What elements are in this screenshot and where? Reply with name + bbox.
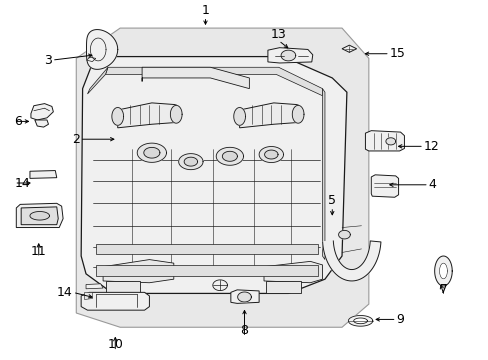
Text: 7: 7 xyxy=(440,283,447,296)
Polygon shape xyxy=(96,265,317,276)
Polygon shape xyxy=(237,292,251,302)
Polygon shape xyxy=(143,147,160,158)
Polygon shape xyxy=(16,203,63,228)
Polygon shape xyxy=(338,230,349,239)
Text: 11: 11 xyxy=(31,245,46,258)
Polygon shape xyxy=(322,89,325,260)
Text: 4: 4 xyxy=(428,178,436,191)
Polygon shape xyxy=(31,104,53,120)
Polygon shape xyxy=(266,281,300,293)
Polygon shape xyxy=(267,48,312,63)
Polygon shape xyxy=(365,131,404,151)
Polygon shape xyxy=(103,260,173,283)
Polygon shape xyxy=(86,57,96,62)
Polygon shape xyxy=(86,284,103,289)
Polygon shape xyxy=(87,67,108,94)
Polygon shape xyxy=(322,241,380,281)
Polygon shape xyxy=(35,120,48,127)
Polygon shape xyxy=(83,292,92,299)
Text: 9: 9 xyxy=(396,313,404,326)
Polygon shape xyxy=(353,318,366,324)
Polygon shape xyxy=(216,147,243,165)
Text: 12: 12 xyxy=(423,140,439,153)
Text: 1: 1 xyxy=(201,4,209,17)
Polygon shape xyxy=(347,315,372,326)
Polygon shape xyxy=(281,50,295,61)
Text: 13: 13 xyxy=(270,28,286,41)
Polygon shape xyxy=(112,108,123,125)
Text: 2: 2 xyxy=(72,133,80,146)
Polygon shape xyxy=(86,30,118,69)
Text: 6: 6 xyxy=(14,115,22,128)
Polygon shape xyxy=(341,45,356,52)
Polygon shape xyxy=(259,147,283,162)
Polygon shape xyxy=(439,263,447,279)
Polygon shape xyxy=(264,150,278,159)
Text: 14: 14 xyxy=(57,286,73,299)
Polygon shape xyxy=(230,290,259,303)
Polygon shape xyxy=(385,138,395,145)
Text: 8: 8 xyxy=(240,324,248,337)
Polygon shape xyxy=(118,103,176,128)
Text: 5: 5 xyxy=(327,194,336,207)
Polygon shape xyxy=(81,292,149,310)
Polygon shape xyxy=(178,154,203,170)
Polygon shape xyxy=(233,108,245,125)
Polygon shape xyxy=(292,105,304,123)
Polygon shape xyxy=(222,151,237,161)
Polygon shape xyxy=(30,212,49,220)
Polygon shape xyxy=(30,171,57,179)
Polygon shape xyxy=(105,281,140,293)
Text: 15: 15 xyxy=(389,47,405,60)
Polygon shape xyxy=(105,67,322,96)
Polygon shape xyxy=(81,57,346,293)
Polygon shape xyxy=(212,280,227,291)
Polygon shape xyxy=(370,175,398,197)
Text: 10: 10 xyxy=(107,338,123,351)
Polygon shape xyxy=(142,67,249,89)
Polygon shape xyxy=(76,28,368,327)
Text: 14: 14 xyxy=(14,176,30,189)
Polygon shape xyxy=(184,157,197,166)
Polygon shape xyxy=(434,256,451,286)
Text: 3: 3 xyxy=(44,54,52,67)
Polygon shape xyxy=(239,103,298,128)
Polygon shape xyxy=(137,143,166,162)
Polygon shape xyxy=(170,105,182,123)
Polygon shape xyxy=(96,244,317,254)
Polygon shape xyxy=(21,207,58,225)
Polygon shape xyxy=(264,261,322,283)
